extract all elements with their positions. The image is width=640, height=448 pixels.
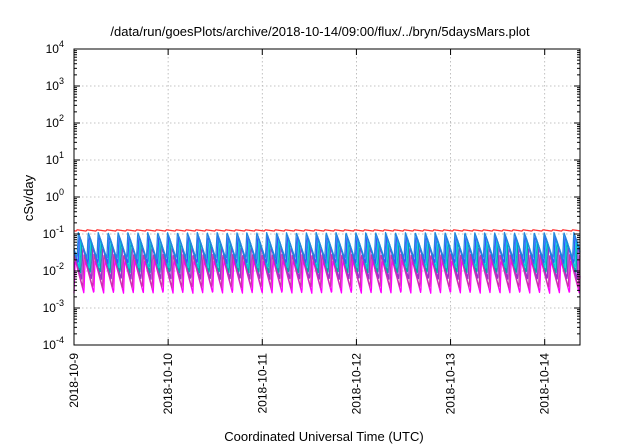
y-tick-label: 100 [46,187,64,204]
y-axis-label: cSv/day [21,174,36,221]
series-line [73,237,581,269]
x-tick-label: 2018-10-14 [538,353,552,415]
series-line [73,229,581,232]
x-tick-label: 2018-10-12 [349,353,363,415]
x-tick-label: 2018-10-10 [161,353,175,415]
y-tick-label: 10-3 [43,298,64,315]
y-tick-label: 104 [46,39,64,56]
grid [74,49,580,345]
ticks: 10-4 10-3 10-2 10-1 100 101 102 103 104 2018-10-9… [43,39,580,414]
y-tick-label: 10-4 [43,335,64,352]
series-group [73,229,581,294]
series-line [73,253,581,289]
chart-title: /data/run/goesPlots/archive/2018-10-14/0… [110,24,530,39]
y-tick-label: 103 [46,76,64,93]
y-tick-label: 102 [46,113,64,130]
x-axis-label: Coordinated Universal Time (UTC) [224,429,423,444]
y-tick-label: 101 [46,150,64,167]
series-line [73,231,581,259]
x-tick-label: 2018-10-11 [255,353,269,414]
y-tick-label: 10-2 [43,261,64,278]
x-tick-label: 2018-10-9 [67,353,81,408]
x-tick-label: 2018-10-13 [444,353,458,415]
y-tick-label: 10-1 [43,224,64,241]
